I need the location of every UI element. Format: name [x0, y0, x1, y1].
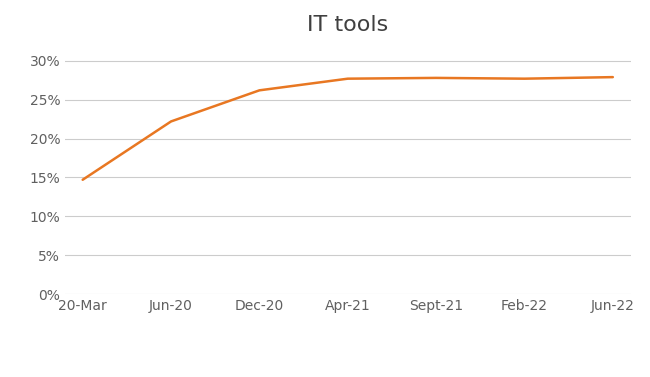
communication: [609, 75, 617, 80]
Title: IT tools: IT tools: [307, 15, 389, 35]
communication: [344, 77, 352, 81]
communication: [167, 119, 175, 124]
communication: [521, 77, 528, 81]
communication: [255, 88, 263, 93]
communication: [79, 178, 86, 182]
communication: [432, 76, 440, 80]
Line: communication: communication: [83, 77, 613, 180]
